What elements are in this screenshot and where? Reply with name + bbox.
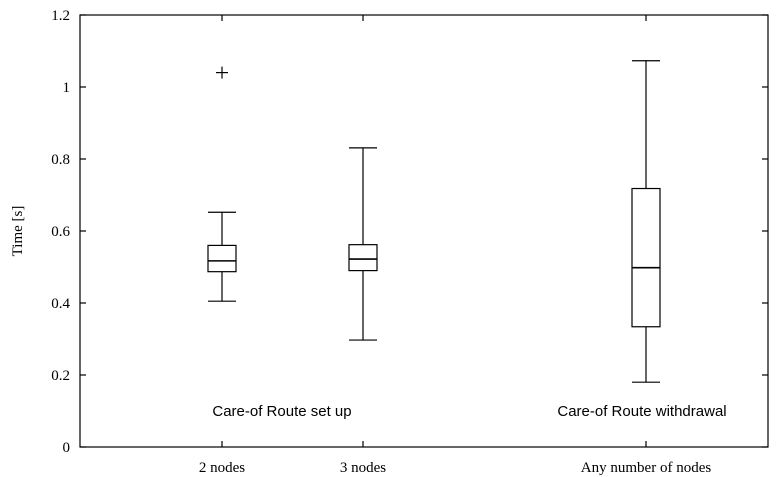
iqr-box (207, 244, 237, 273)
y-tick-label: 0 (63, 440, 71, 456)
y-tick-label: 1 (63, 80, 71, 96)
annotation-label: Care-of Route withdrawal (557, 403, 726, 420)
box-1 (207, 66, 237, 302)
box-3 (631, 60, 661, 383)
y-axis: 0 0.2 0.4 0.6 0.8 1 1.2 (51, 8, 768, 456)
annotation-label: Care-of Route set up (212, 403, 351, 420)
boxes-layer (207, 60, 661, 383)
y-tick-label: 1.2 (51, 8, 70, 24)
y-tick-label: 0.2 (51, 368, 70, 384)
y-tick-label: 0.6 (51, 224, 70, 240)
x-axis: 2 nodes 3 nodes Any number of nodes (199, 15, 711, 476)
iqr-box (348, 244, 378, 272)
iqr-box (631, 187, 661, 328)
x-tick-label: Any number of nodes (581, 460, 712, 476)
x-tick-label: 3 nodes (340, 460, 386, 476)
y-axis-label: Time [s] (10, 206, 26, 257)
x-tick-label: 2 nodes (199, 460, 245, 476)
outlier-marker (216, 66, 228, 79)
y-tick-label: 0.8 (51, 152, 70, 168)
annotations-layer: Care-of Route set up Care-of Route withdr… (212, 403, 726, 420)
y-tick-label: 0.4 (51, 296, 70, 312)
plot-frame (79, 14, 769, 448)
box-2 (348, 147, 378, 341)
